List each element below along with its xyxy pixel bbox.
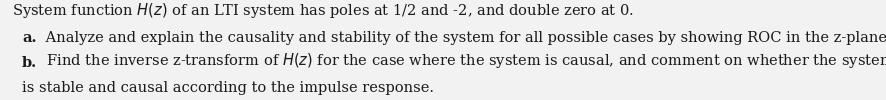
Text: System function $H(z)$ of an LTI system has poles at 1/2 and -2, and double zero: System function $H(z)$ of an LTI system …	[12, 1, 633, 20]
Text: a.: a.	[22, 31, 36, 45]
Text: Analyze and explain the causality and stability of the system for all possible c: Analyze and explain the causality and st…	[41, 31, 886, 45]
Text: Find the inverse z-transform of $H(z)$ for the case where the system is causal, : Find the inverse z-transform of $H(z)$ f…	[42, 51, 886, 70]
Text: b.: b.	[22, 56, 37, 70]
Text: is stable and causal according to the impulse response.: is stable and causal according to the im…	[22, 81, 434, 95]
